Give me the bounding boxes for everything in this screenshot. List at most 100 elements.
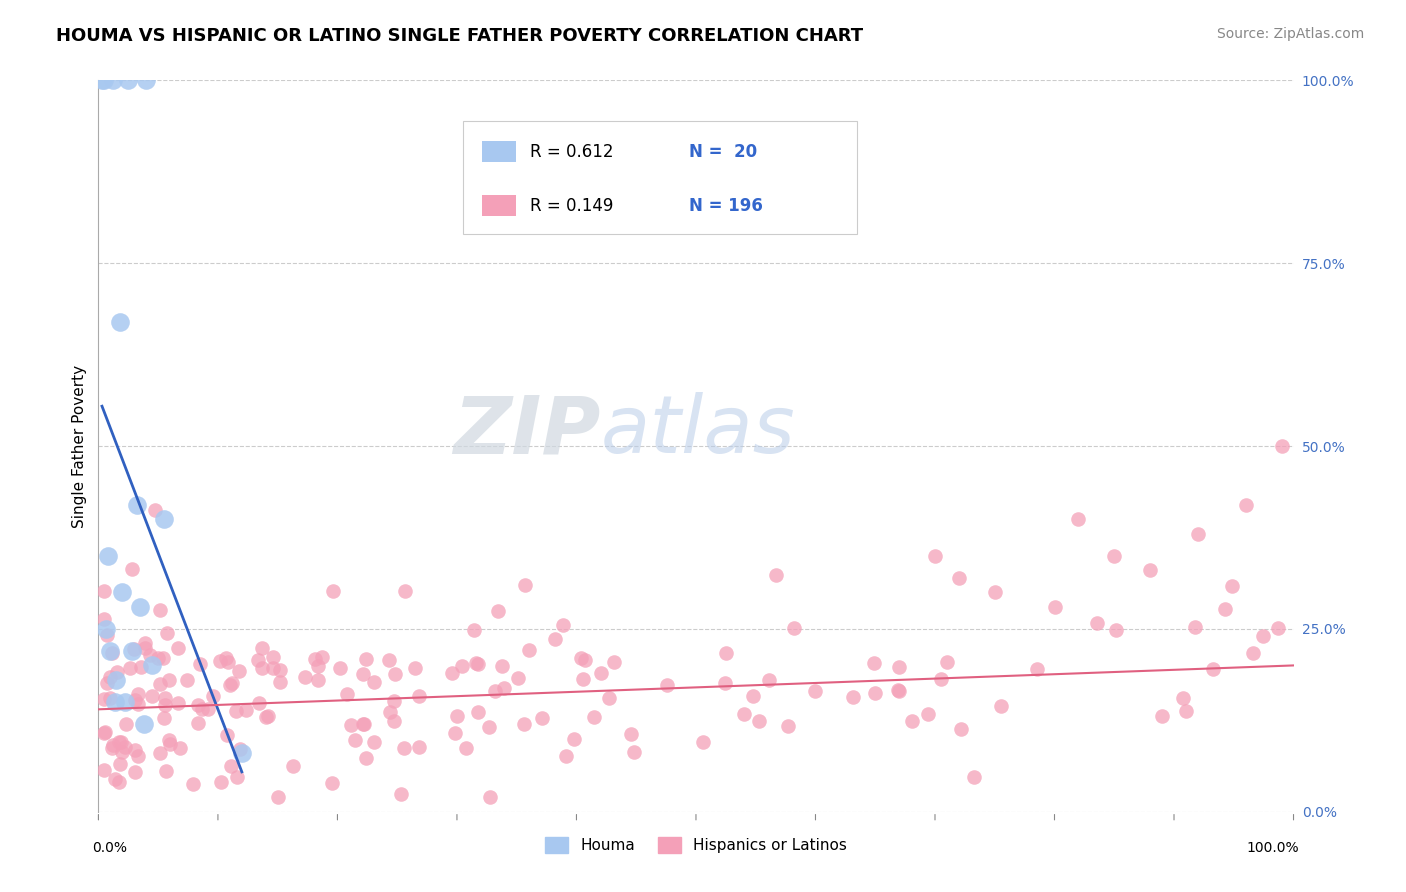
Point	[1184, 620, 1206, 634]
Point	[108, 775, 131, 789]
Point	[1171, 691, 1194, 706]
Point	[114, 739, 136, 754]
Point	[329, 661, 352, 675]
Point	[229, 742, 252, 756]
Point	[463, 623, 485, 637]
Point	[156, 626, 179, 640]
Point	[294, 671, 316, 685]
Point	[901, 714, 924, 729]
Point	[187, 715, 209, 730]
Point	[569, 650, 592, 665]
Point	[226, 771, 249, 785]
Point	[209, 653, 232, 667]
Point	[1234, 498, 1257, 512]
Point	[389, 787, 412, 801]
Point	[166, 641, 188, 656]
Point	[984, 585, 1007, 599]
Point	[311, 650, 333, 665]
Point	[582, 710, 605, 724]
Point	[169, 741, 191, 756]
Point	[515, 578, 537, 592]
Point	[544, 632, 567, 646]
Point	[444, 726, 467, 740]
Point	[494, 681, 516, 695]
Point	[1201, 662, 1223, 676]
Point	[124, 764, 146, 779]
Point	[129, 599, 152, 614]
Point	[408, 690, 430, 704]
Point	[157, 673, 180, 688]
Point	[269, 663, 291, 677]
Point	[141, 658, 163, 673]
Point	[111, 585, 134, 599]
Point	[124, 743, 146, 757]
Point	[108, 735, 131, 749]
Text: atlas: atlas	[600, 392, 796, 470]
Point	[990, 699, 1012, 714]
Point	[378, 653, 401, 667]
Point	[478, 720, 501, 734]
Point	[101, 738, 124, 752]
Point	[574, 652, 596, 666]
Point	[343, 733, 366, 747]
Point	[620, 726, 643, 740]
Point	[215, 650, 238, 665]
Point	[602, 656, 624, 670]
Point	[219, 759, 242, 773]
Point	[551, 618, 574, 632]
Point	[713, 676, 735, 690]
Point	[1085, 615, 1108, 630]
Point	[384, 666, 406, 681]
Point	[246, 653, 269, 667]
Point	[506, 671, 529, 685]
Point	[591, 665, 613, 680]
Point	[478, 790, 501, 805]
Point	[456, 741, 478, 756]
Point	[467, 705, 489, 719]
Point	[404, 661, 426, 675]
Point	[321, 776, 343, 790]
Point	[93, 692, 115, 706]
Point	[486, 604, 509, 618]
Point	[101, 741, 124, 756]
Point	[354, 751, 377, 765]
Text: R = 0.612: R = 0.612	[530, 143, 613, 161]
Point	[340, 718, 363, 732]
Point	[221, 676, 243, 690]
Point	[963, 770, 986, 784]
Point	[197, 702, 219, 716]
Point	[247, 696, 270, 710]
Point	[887, 660, 910, 674]
Point	[217, 655, 239, 669]
Point	[1215, 601, 1237, 615]
Point	[146, 651, 169, 665]
Point	[114, 717, 136, 731]
Point	[382, 694, 405, 708]
Point	[950, 722, 973, 736]
Point	[219, 678, 242, 692]
Point	[105, 673, 128, 687]
Point	[127, 748, 149, 763]
Point	[91, 73, 114, 87]
Point	[440, 665, 463, 680]
Point	[394, 583, 416, 598]
Text: 100.0%: 100.0%	[1247, 841, 1299, 855]
Point	[235, 703, 257, 717]
Point	[134, 641, 156, 656]
Point	[93, 726, 115, 740]
Point	[94, 622, 117, 636]
Point	[464, 657, 486, 671]
Point	[804, 683, 827, 698]
Point	[93, 73, 115, 87]
Point	[783, 620, 806, 634]
Point	[104, 772, 127, 787]
Text: N =  20: N = 20	[689, 143, 756, 161]
Point	[408, 740, 430, 755]
Bar	[463, 120, 858, 234]
Point	[231, 746, 253, 760]
Point	[187, 698, 209, 713]
Point	[353, 717, 375, 731]
Point	[96, 675, 118, 690]
Point	[262, 649, 284, 664]
Point	[155, 691, 177, 706]
